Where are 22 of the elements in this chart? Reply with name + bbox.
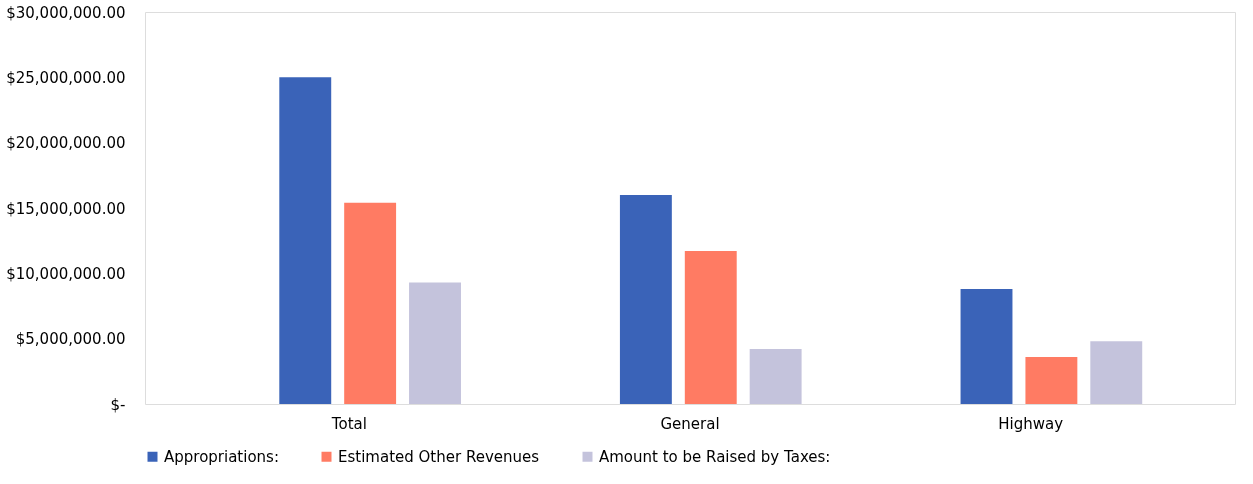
legend-label: Appropriations: — [164, 447, 279, 466]
bar — [960, 289, 1013, 404]
y-tick-label: $15,000,000.00 — [6, 199, 126, 218]
bar — [409, 282, 461, 404]
bar — [1025, 356, 1078, 404]
y-tick-label: $5,000,000.00 — [15, 330, 126, 349]
bar — [749, 349, 802, 404]
bar — [279, 77, 332, 404]
x-tick-label: Total — [330, 414, 367, 433]
bar — [619, 194, 672, 404]
bar — [344, 202, 397, 404]
x-tick-label: General — [660, 414, 720, 433]
y-tick-label: $10,000,000.00 — [6, 264, 126, 283]
bar — [1090, 341, 1143, 404]
y-tick-label: $20,000,000.00 — [6, 134, 126, 153]
y-tick-label: $25,000,000.00 — [6, 68, 126, 87]
y-tick-label: $- — [110, 395, 126, 414]
legend-label: Estimated Other Revenues — [338, 447, 540, 466]
legend-label: Amount to be Raised by Taxes: — [599, 447, 831, 466]
y-tick-label: $30,000,000.00 — [6, 3, 126, 22]
bar — [684, 251, 737, 404]
x-tick-label: Highway — [998, 414, 1064, 433]
